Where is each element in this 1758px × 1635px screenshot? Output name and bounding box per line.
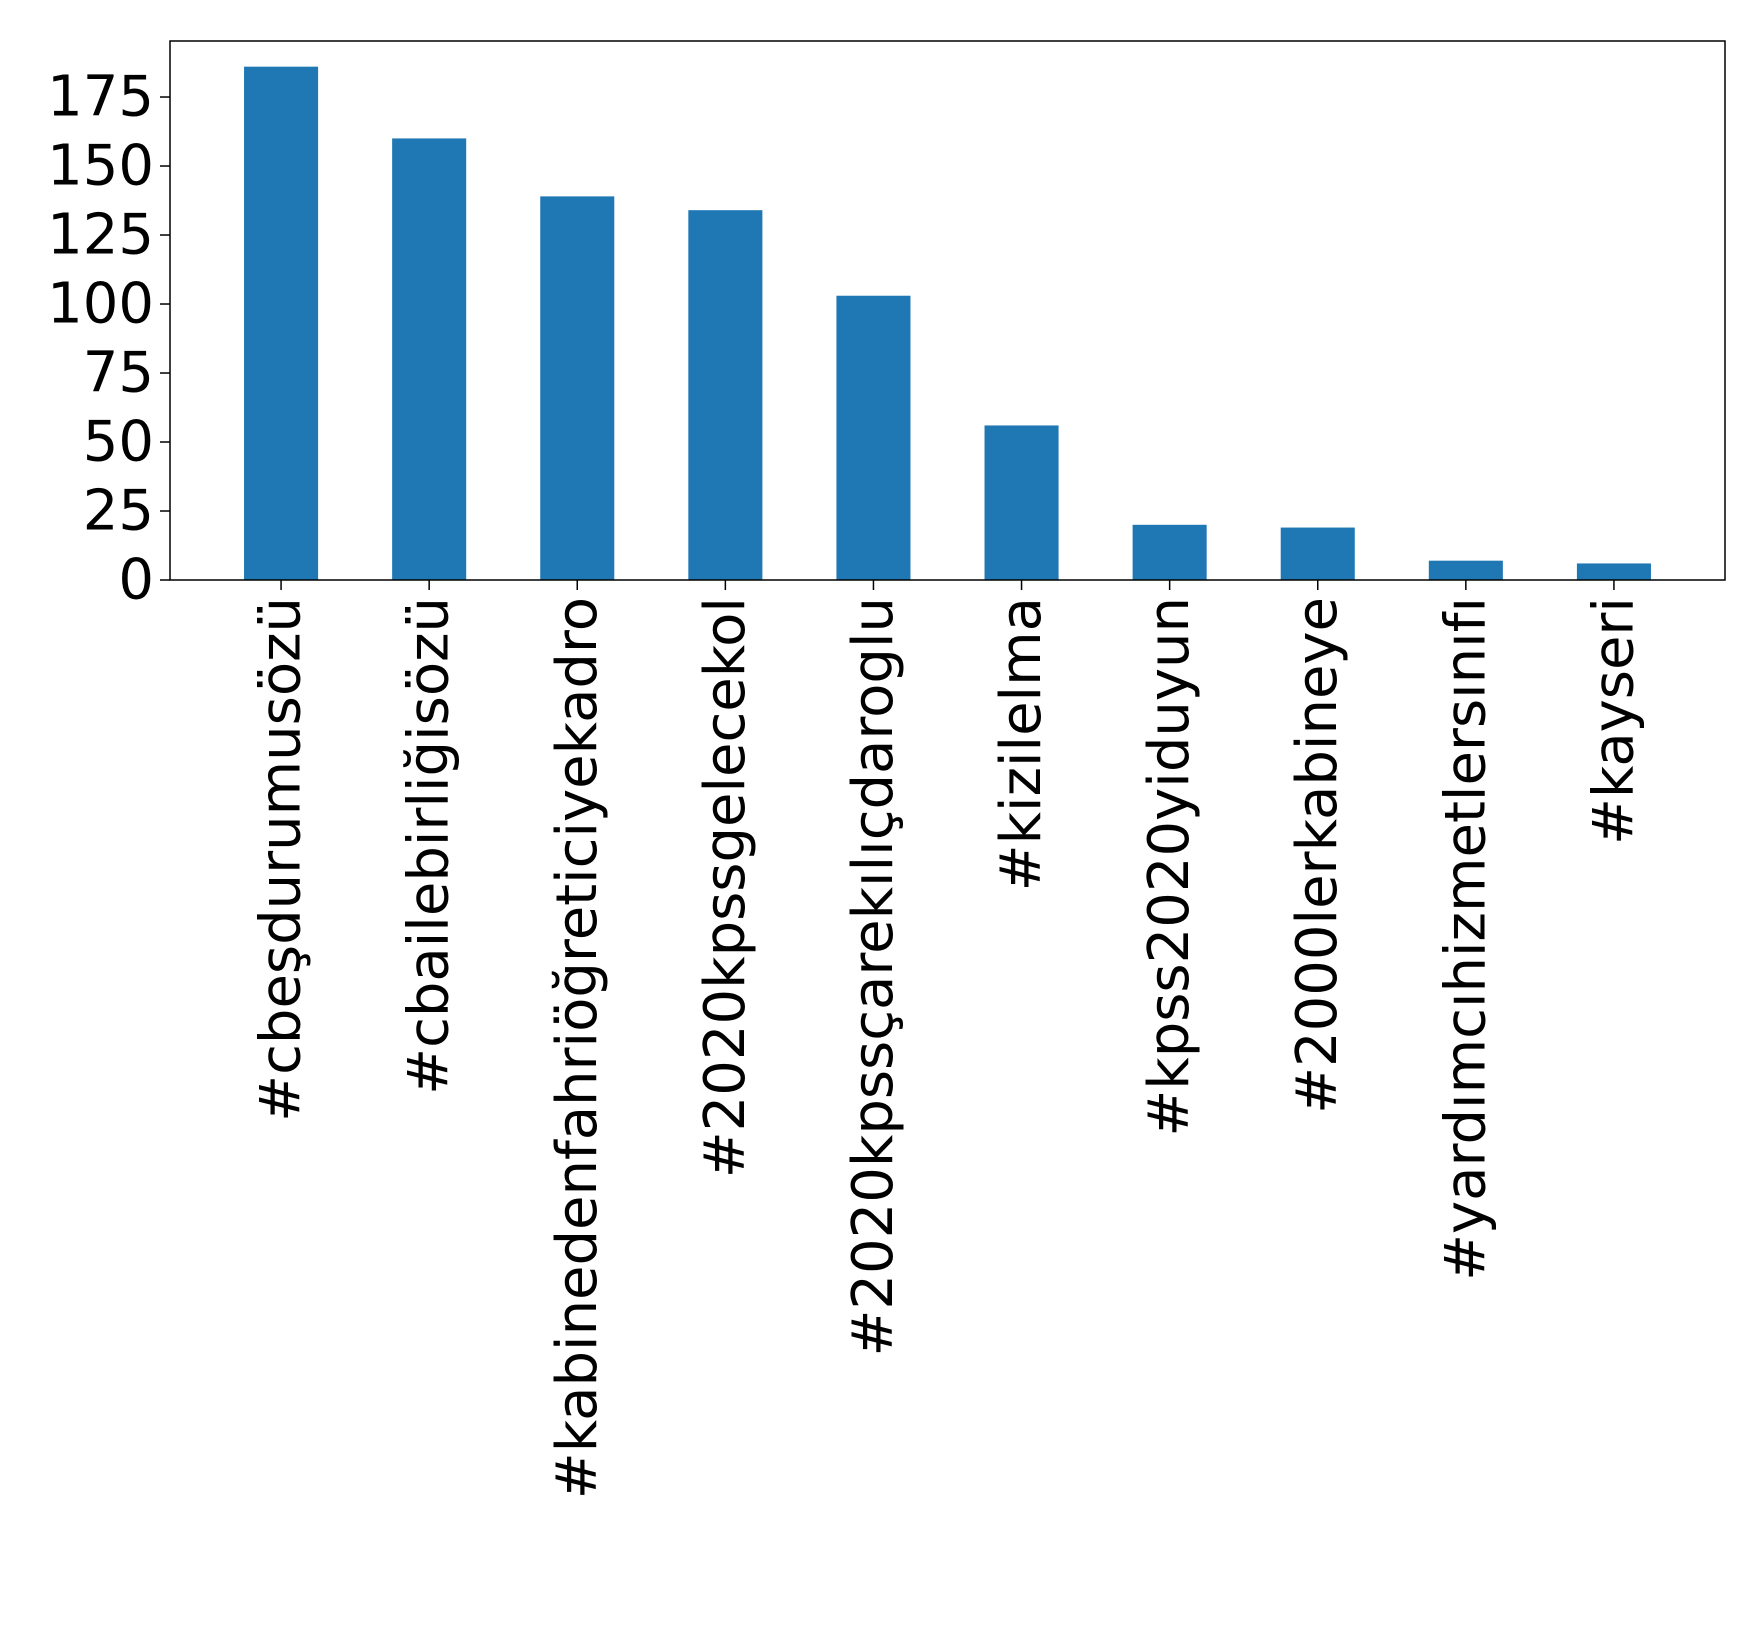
x-axis: #cbeşdurumusözü #cbailebirliğisözü #kabine… [249, 580, 1646, 1499]
bars-group [244, 66, 1651, 581]
x-tick-label-7: #2000lerkabineye [1285, 597, 1350, 1114]
bar-2 [540, 196, 615, 580]
x-tick-label-9: #kayseri [1581, 597, 1646, 845]
bar-9 [1576, 563, 1651, 580]
y-tick-label-0: 0 [118, 548, 154, 613]
bar-0 [244, 66, 319, 580]
x-tick-label-4: #2020kpssçarekılıçdaroglu [841, 597, 906, 1357]
bar-1 [392, 138, 467, 580]
y-tick-label-7: 175 [47, 65, 154, 130]
bar-4 [836, 295, 911, 580]
y-tick-label-5: 125 [47, 203, 154, 268]
x-tick-label-8: #yardımcıhizmetlersınıfı [1433, 597, 1498, 1281]
bar-3 [688, 210, 763, 581]
x-tick-label-0: #cbeşdurumusözü [249, 597, 314, 1122]
axes-frame [169, 40, 1726, 581]
bar-7 [1280, 527, 1355, 580]
x-tick-label-5: #kizilelma [989, 597, 1054, 891]
bar-6 [1132, 524, 1207, 580]
x-tick-label-6: #kpss2020yiduyun [1137, 597, 1202, 1137]
x-tick-label-1: #cbailebirliğisözü [397, 597, 462, 1095]
y-tick-label-1: 25 [83, 479, 154, 544]
y-tick-label-6: 150 [47, 134, 154, 199]
x-tick-label-3: #2020kpssgelecekol [693, 597, 758, 1178]
y-tick-label-3: 75 [83, 341, 154, 406]
y-tick-label-2: 50 [83, 410, 154, 475]
y-tick-label-4: 100 [47, 272, 154, 337]
bar-5 [984, 425, 1059, 580]
x-tick-label-2: #kabinedenfahriöğreticiyekadro [545, 597, 610, 1499]
bar-8 [1428, 560, 1503, 580]
